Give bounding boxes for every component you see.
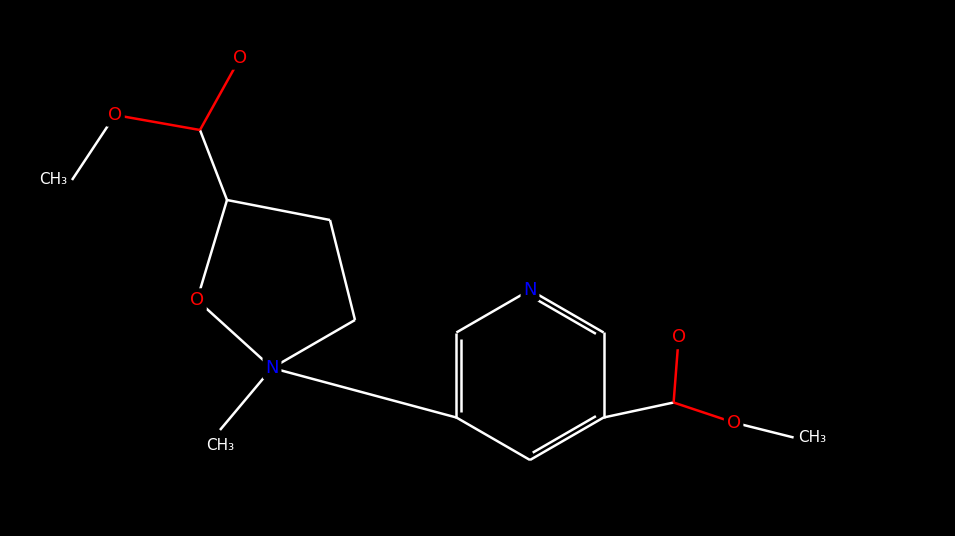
Text: O: O — [671, 329, 686, 346]
Text: CH₃: CH₃ — [39, 173, 67, 188]
Text: O: O — [727, 413, 741, 431]
Text: N: N — [265, 359, 279, 377]
Text: N: N — [523, 281, 537, 299]
Text: CH₃: CH₃ — [798, 430, 827, 445]
Text: O: O — [233, 49, 247, 67]
Text: O: O — [190, 291, 204, 309]
Text: O: O — [108, 106, 122, 124]
Text: CH₃: CH₃ — [206, 438, 234, 453]
